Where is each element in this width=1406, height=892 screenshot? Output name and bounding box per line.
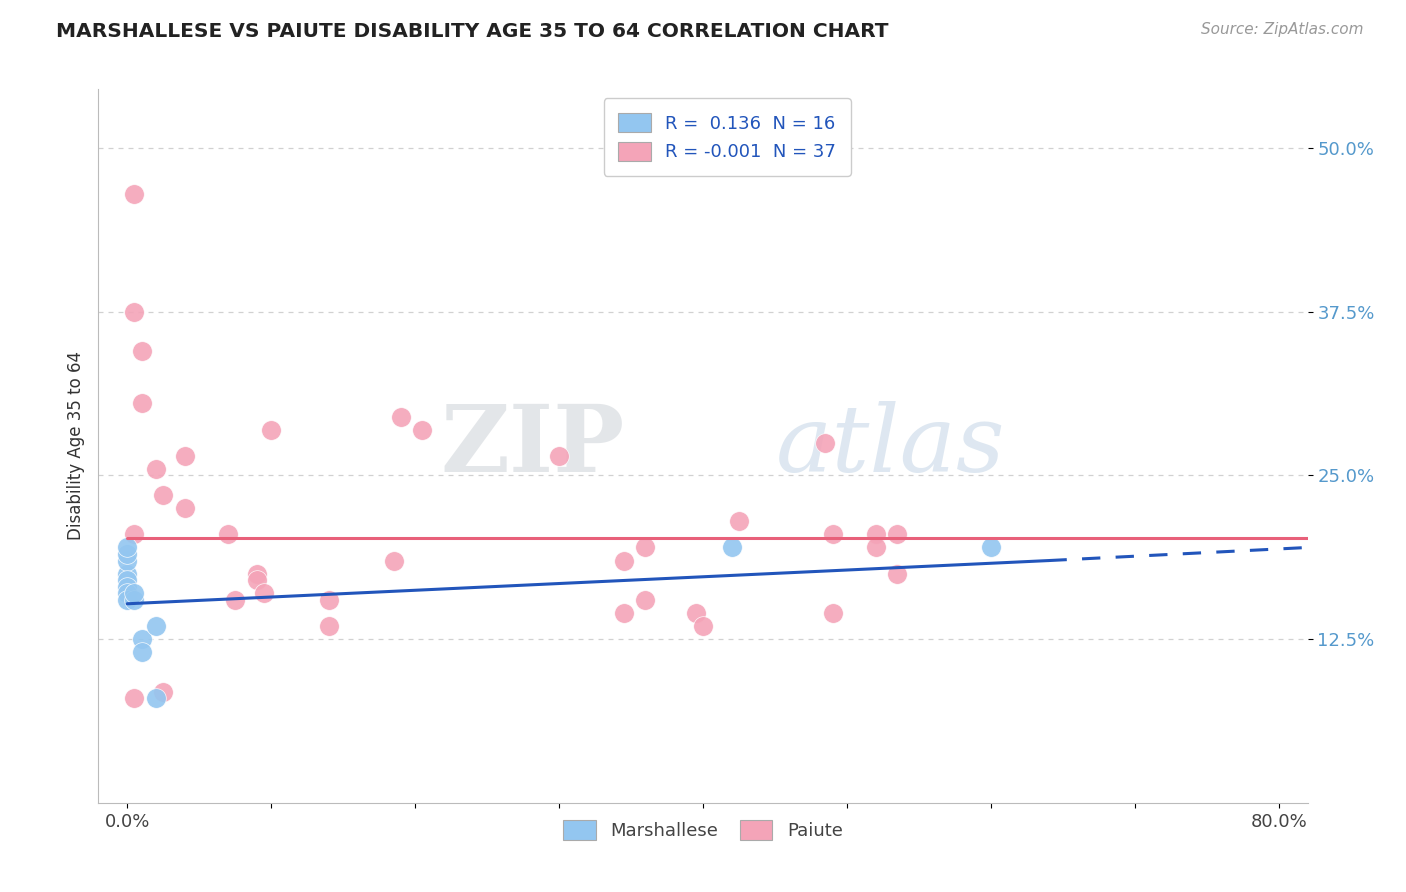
Point	[318, 592, 340, 607]
Point	[634, 592, 657, 607]
Point	[821, 606, 844, 620]
Point	[886, 566, 908, 581]
Point	[124, 305, 146, 319]
Point	[131, 645, 153, 659]
Point	[217, 527, 239, 541]
Point	[382, 553, 405, 567]
Point	[115, 580, 138, 594]
Point	[821, 527, 844, 541]
Point	[685, 606, 707, 620]
Text: ZIP: ZIP	[440, 401, 624, 491]
Point	[865, 527, 887, 541]
Point	[246, 573, 269, 587]
Point	[152, 684, 174, 698]
Point	[124, 186, 146, 201]
Point	[548, 449, 571, 463]
Point	[692, 619, 714, 633]
Point	[131, 396, 153, 410]
Point	[124, 592, 146, 607]
Point	[115, 573, 138, 587]
Point	[260, 423, 283, 437]
Text: Source: ZipAtlas.com: Source: ZipAtlas.com	[1201, 22, 1364, 37]
Text: atlas: atlas	[776, 401, 1005, 491]
Point	[389, 409, 412, 424]
Point	[224, 592, 246, 607]
Point	[115, 547, 138, 561]
Text: MARSHALLESE VS PAIUTE DISABILITY AGE 35 TO 64 CORRELATION CHART: MARSHALLESE VS PAIUTE DISABILITY AGE 35 …	[56, 22, 889, 41]
Point	[145, 691, 167, 706]
Point	[411, 423, 433, 437]
Point	[173, 501, 195, 516]
Point	[814, 435, 837, 450]
Point	[124, 586, 146, 600]
Point	[145, 619, 167, 633]
Point	[173, 449, 195, 463]
Point	[131, 632, 153, 647]
Point	[246, 566, 269, 581]
Point	[131, 344, 153, 359]
Point	[318, 619, 340, 633]
Point	[115, 541, 138, 555]
Point	[115, 566, 138, 581]
Point	[613, 606, 636, 620]
Point	[980, 541, 1002, 555]
Point	[728, 514, 751, 528]
Point	[865, 541, 887, 555]
Legend: Marshallese, Paiute: Marshallese, Paiute	[548, 805, 858, 855]
Point	[613, 553, 636, 567]
Point	[253, 586, 276, 600]
Point	[115, 553, 138, 567]
Point	[124, 691, 146, 706]
Point	[115, 592, 138, 607]
Point	[124, 527, 146, 541]
Point	[720, 541, 742, 555]
Point	[152, 488, 174, 502]
Point	[115, 586, 138, 600]
Y-axis label: Disability Age 35 to 64: Disability Age 35 to 64	[66, 351, 84, 541]
Point	[634, 541, 657, 555]
Point	[145, 462, 167, 476]
Point	[886, 527, 908, 541]
